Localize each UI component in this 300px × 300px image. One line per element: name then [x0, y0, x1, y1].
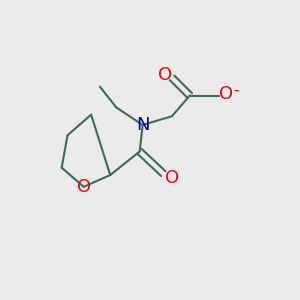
Text: O: O: [158, 66, 172, 84]
Text: -: -: [233, 83, 239, 98]
Text: O: O: [220, 85, 234, 103]
Text: N: N: [136, 116, 149, 134]
Text: O: O: [77, 178, 91, 196]
Text: O: O: [165, 169, 179, 187]
